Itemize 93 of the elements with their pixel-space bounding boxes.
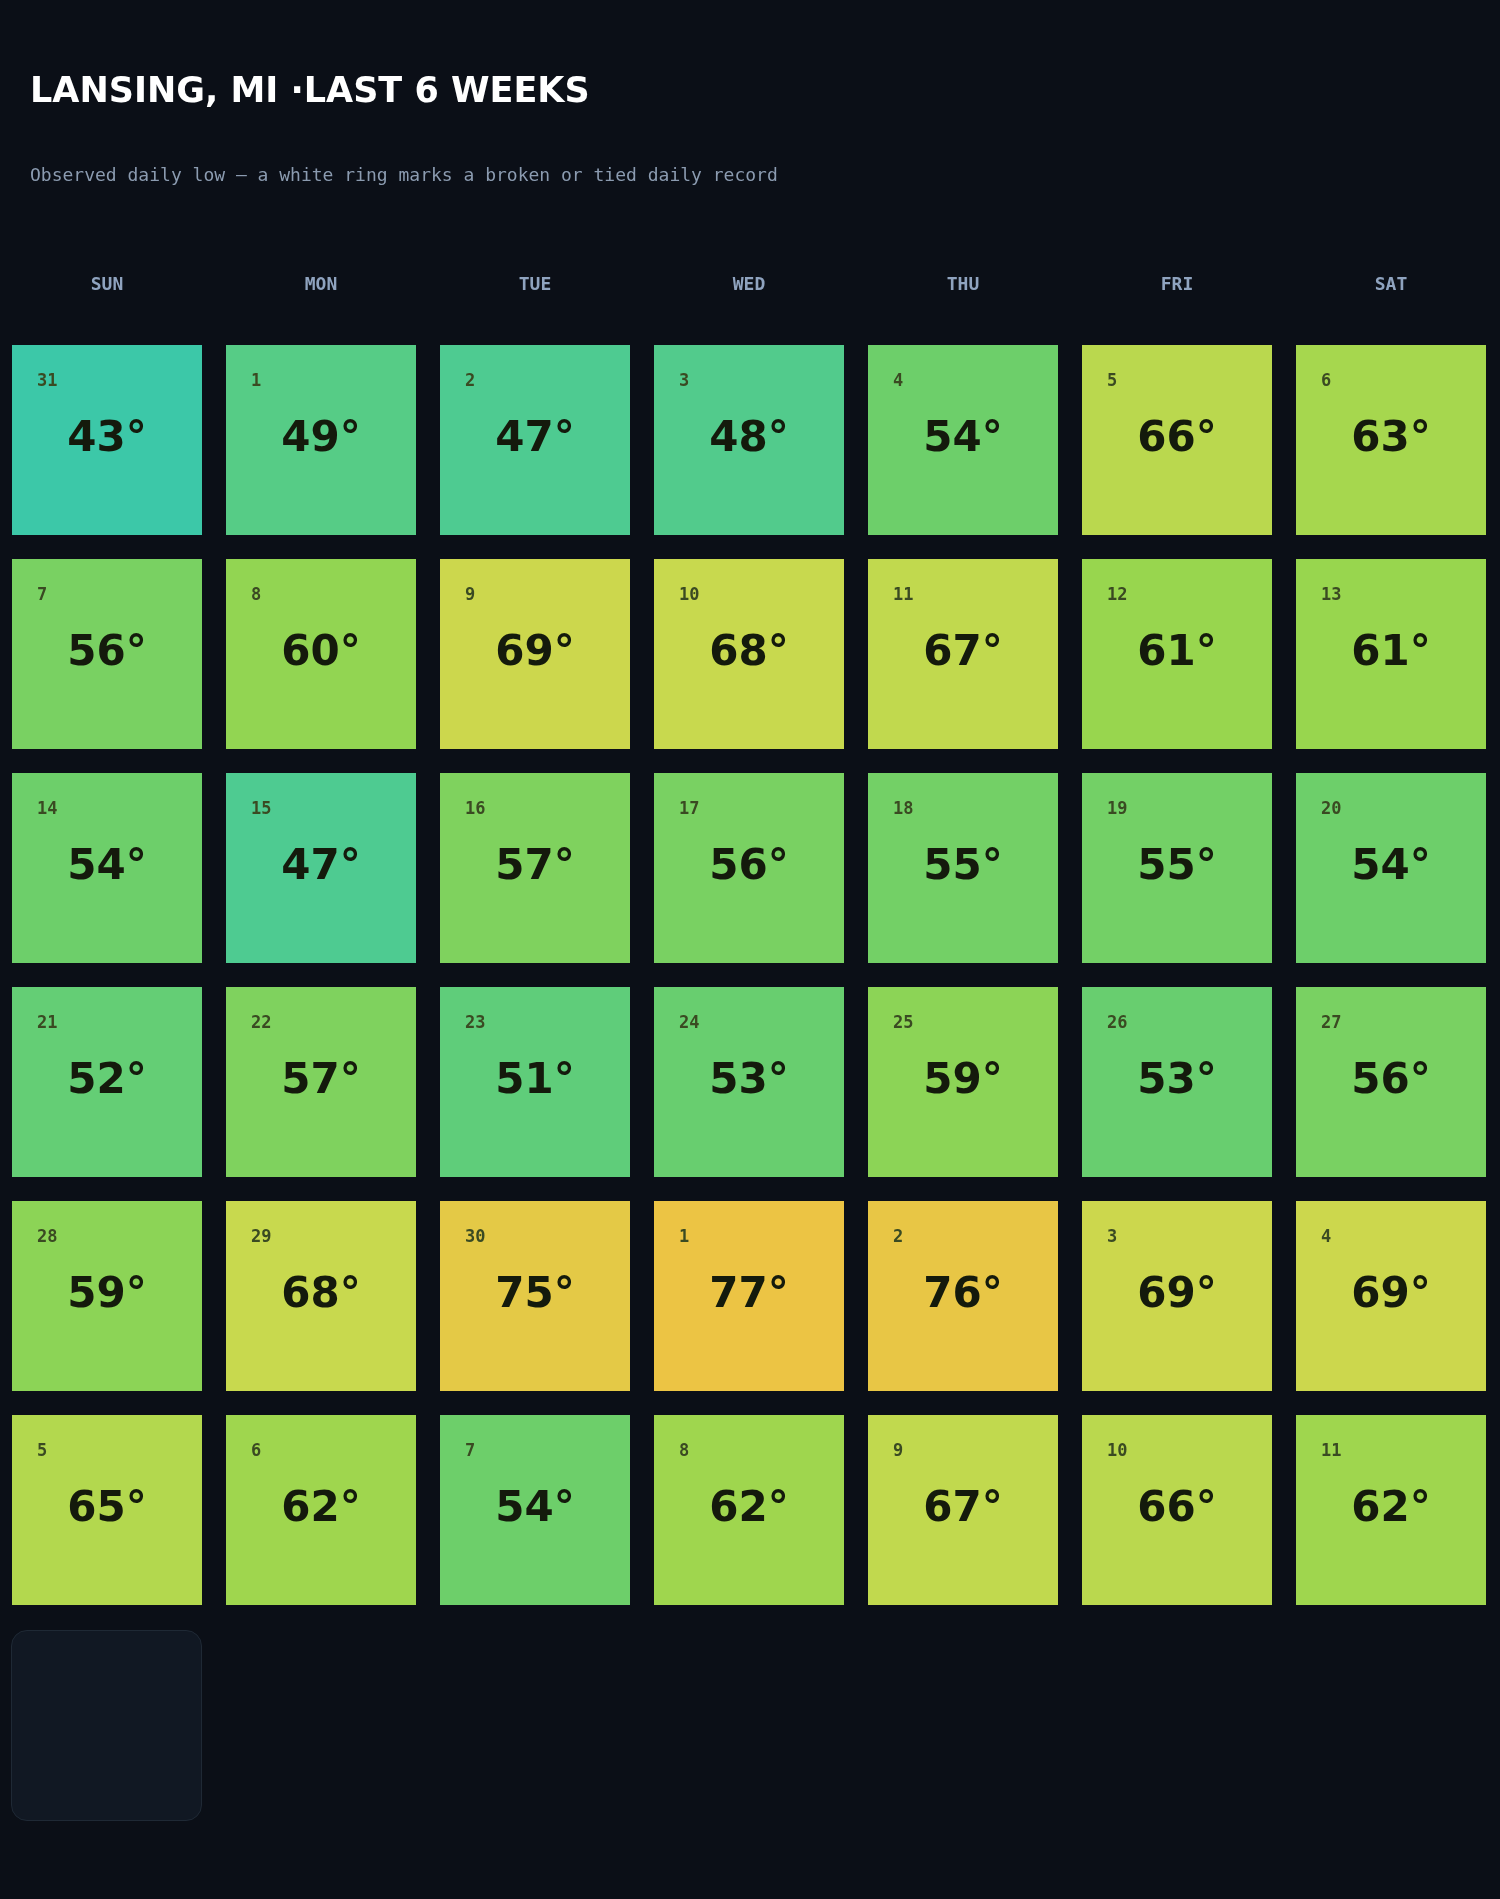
data-label: 53° xyxy=(1137,1053,1217,1103)
annotation: 1 xyxy=(679,1226,690,1247)
annotation: 23 xyxy=(465,1012,486,1033)
annotation: 20 xyxy=(1321,798,1342,819)
data-label: 55° xyxy=(923,839,1003,889)
annotation: 5 xyxy=(1107,370,1118,391)
data-label: 69° xyxy=(1137,1267,1217,1317)
data-label: 67° xyxy=(923,1481,1003,1531)
data-label: 56° xyxy=(1351,1053,1431,1103)
annotation: 11 xyxy=(1321,1440,1342,1461)
chart-subtitle: Observed daily low — a white ring marks a broken or tied daily record xyxy=(30,164,778,185)
annotation: 2 xyxy=(465,370,476,391)
x-tick-label: WED xyxy=(732,272,766,294)
annotation: 29 xyxy=(251,1226,272,1247)
annotation: 4 xyxy=(1321,1226,1332,1247)
annotation: 25 xyxy=(893,1012,914,1033)
annotation: 31 xyxy=(37,370,58,391)
x-tick-label: SUN xyxy=(90,272,124,294)
data-label: 61° xyxy=(1137,625,1217,675)
annotation: 7 xyxy=(37,584,48,605)
data-label: 62° xyxy=(1351,1481,1431,1531)
data-label: 59° xyxy=(67,1267,147,1317)
annotation: 24 xyxy=(679,1012,700,1033)
data-label: 69° xyxy=(495,625,575,675)
data-label: 67° xyxy=(923,625,1003,675)
data-label: 47° xyxy=(281,839,361,889)
data-label: 60° xyxy=(281,625,361,675)
x-tick-label: THU xyxy=(946,272,980,294)
data-label: 61° xyxy=(1351,625,1431,675)
data-label: 52° xyxy=(67,1053,147,1103)
data-label: 66° xyxy=(1137,1481,1217,1531)
annotation: 27 xyxy=(1321,1012,1342,1033)
data-label: 65° xyxy=(67,1481,147,1531)
data-label: 51° xyxy=(495,1053,575,1103)
annotation: 10 xyxy=(1107,1440,1128,1461)
data-label: 56° xyxy=(67,625,147,675)
data-label: 43° xyxy=(67,411,147,461)
annotation: 19 xyxy=(1107,798,1128,819)
annotation: 5 xyxy=(37,1440,48,1461)
annotation: 30 xyxy=(465,1226,486,1247)
data-label: 54° xyxy=(67,839,147,889)
data-label: 57° xyxy=(281,1053,361,1103)
data-label: 55° xyxy=(1137,839,1217,889)
data-label: 77° xyxy=(709,1267,789,1317)
x-tick-label: FRI xyxy=(1160,272,1194,294)
annotation: 15 xyxy=(251,798,272,819)
data-label: 62° xyxy=(281,1481,361,1531)
x-tick-label: MON xyxy=(304,272,338,294)
annotation: 11 xyxy=(893,584,914,605)
data-label: 68° xyxy=(709,625,789,675)
annotation: 10 xyxy=(679,584,700,605)
data-label: 48° xyxy=(709,411,789,461)
data-label: 47° xyxy=(495,411,575,461)
annotation: 21 xyxy=(37,1012,58,1033)
data-label: 62° xyxy=(709,1481,789,1531)
data-label: 59° xyxy=(923,1053,1003,1103)
annotation: 8 xyxy=(679,1440,690,1461)
data-label: 54° xyxy=(923,411,1003,461)
annotation: 26 xyxy=(1107,1012,1128,1033)
data-label: 76° xyxy=(923,1267,1003,1317)
data-label: 56° xyxy=(709,839,789,889)
data-label: 68° xyxy=(281,1267,361,1317)
x-tick-label: TUE xyxy=(518,272,552,294)
annotation: 6 xyxy=(1321,370,1332,391)
annotation: 3 xyxy=(1107,1226,1118,1247)
data-label: 63° xyxy=(1351,411,1431,461)
data-label: 69° xyxy=(1351,1267,1431,1317)
annotation: 12 xyxy=(1107,584,1128,605)
data-label: 49° xyxy=(281,411,361,461)
annotation: 7 xyxy=(465,1440,476,1461)
annotation: 4 xyxy=(893,370,904,391)
annotation: 2 xyxy=(893,1226,904,1247)
annotation: 3 xyxy=(679,370,690,391)
x-tick-label: SAT xyxy=(1374,272,1408,294)
annotation: 1 xyxy=(251,370,262,391)
annotation: 8 xyxy=(251,584,262,605)
annotation: 28 xyxy=(37,1226,58,1247)
annotation: 18 xyxy=(893,798,914,819)
annotation: 9 xyxy=(465,584,476,605)
data-label: 53° xyxy=(709,1053,789,1103)
annotation: 6 xyxy=(251,1440,262,1461)
data-label: 66° xyxy=(1137,411,1217,461)
annotation: 16 xyxy=(465,798,486,819)
data-label: 54° xyxy=(495,1481,575,1531)
annotation: 17 xyxy=(679,798,700,819)
data-label: 75° xyxy=(495,1267,575,1317)
annotation: 13 xyxy=(1321,584,1342,605)
annotation: 22 xyxy=(251,1012,272,1033)
annotation: 14 xyxy=(37,798,58,819)
chart-title: LANSING, MI ·LAST 6 WEEKS xyxy=(30,70,590,110)
data-label: 57° xyxy=(495,839,575,889)
data-label: 54° xyxy=(1351,839,1431,889)
annotation: 9 xyxy=(893,1440,904,1461)
